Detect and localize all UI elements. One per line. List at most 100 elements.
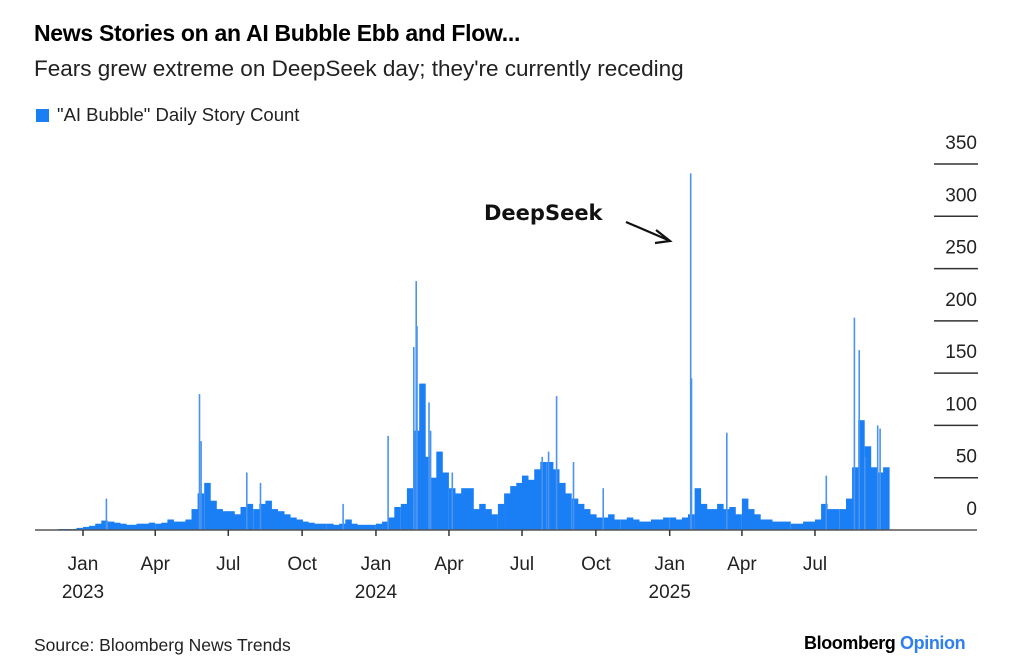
- spike-bar: [342, 503, 344, 530]
- bar: [120, 523, 127, 530]
- bar: [89, 525, 96, 530]
- bar: [375, 523, 383, 530]
- bar: [345, 519, 352, 530]
- bar: [565, 493, 572, 530]
- bar: [614, 519, 621, 530]
- annotation-deepseek: DeepSeek: [484, 201, 604, 225]
- bar: [136, 523, 143, 530]
- bar: [540, 462, 547, 530]
- bar: [419, 383, 426, 530]
- chart-subtitle: Fears grew extreme on DeepSeek day; they…: [34, 56, 684, 81]
- bar: [846, 498, 853, 530]
- bar: [681, 517, 689, 530]
- bar: [639, 521, 646, 530]
- bar: [107, 521, 115, 530]
- bar: [735, 514, 742, 530]
- bar: [351, 523, 358, 530]
- y-tick-label: 300: [945, 185, 977, 206]
- bar: [430, 477, 437, 530]
- bar: [126, 524, 133, 530]
- bar: [754, 514, 761, 530]
- bar: [839, 509, 847, 530]
- bar: [650, 519, 658, 530]
- bar: [222, 511, 229, 530]
- spike-bar: [200, 441, 202, 530]
- bar: [179, 521, 186, 530]
- spike-bar: [825, 475, 828, 530]
- annotation-arrow-icon: [625, 220, 673, 245]
- bar: [491, 514, 498, 530]
- bar: [827, 509, 834, 530]
- bar: [142, 523, 150, 530]
- bar: [388, 517, 395, 530]
- x-tick-year: 2025: [649, 582, 691, 603]
- logo-brand: Bloomberg: [804, 633, 896, 653]
- spike-bar: [198, 394, 201, 530]
- bar: [442, 472, 449, 530]
- bar: [101, 520, 108, 530]
- bar: [467, 488, 474, 530]
- bar: [259, 503, 266, 530]
- spike-bar: [690, 378, 693, 530]
- bar: [633, 519, 640, 530]
- bar: [130, 524, 137, 530]
- spike-bar: [879, 428, 881, 530]
- bar: [394, 507, 401, 530]
- bar: [644, 521, 652, 530]
- bar: [485, 509, 492, 530]
- bar: [497, 503, 505, 530]
- spike-bar: [555, 396, 558, 530]
- spike-bar: [602, 488, 604, 530]
- bar: [185, 519, 192, 530]
- bar: [694, 488, 702, 530]
- bar: [669, 517, 677, 530]
- bar: [406, 488, 414, 530]
- legend-label: "AI Bubble" Daily Story Count: [57, 104, 300, 125]
- spike-bar: [416, 326, 418, 530]
- bar: [784, 521, 791, 530]
- x-tick-label: Apr: [140, 554, 170, 575]
- spike-bar: [864, 456, 866, 530]
- bar: [516, 482, 523, 530]
- bar: [308, 522, 315, 530]
- bar: [772, 521, 779, 530]
- bar: [363, 524, 370, 530]
- spike-bar: [726, 432, 728, 530]
- bar: [590, 514, 597, 530]
- bar: [369, 524, 376, 530]
- bar: [809, 521, 816, 530]
- bar: [473, 509, 480, 530]
- bloomberg-opinion-logo: Bloomberg Opinion: [804, 633, 966, 654]
- spike-bar: [428, 402, 430, 530]
- bar: [284, 514, 291, 530]
- bar: [602, 517, 609, 530]
- bar: [271, 509, 278, 530]
- bar: [700, 503, 708, 530]
- source-note: Source: Bloomberg News Trends: [34, 635, 291, 655]
- bar: [864, 446, 872, 530]
- bar: [815, 519, 822, 530]
- bar: [833, 509, 840, 530]
- bar: [760, 519, 767, 530]
- bar: [821, 503, 828, 530]
- x-tick-label: Jul: [510, 554, 534, 575]
- bar: [584, 509, 591, 530]
- bar: [766, 519, 773, 530]
- bar: [436, 451, 443, 530]
- bar: [167, 519, 174, 530]
- bar: [675, 519, 683, 530]
- bar: [265, 500, 272, 530]
- spike-bar: [387, 435, 389, 530]
- y-tick-label: 0: [966, 499, 977, 520]
- bar: [83, 526, 90, 530]
- bar: [240, 507, 247, 530]
- bar: [253, 509, 260, 530]
- spike-bar: [105, 498, 108, 530]
- y-tick-label: 250: [945, 238, 977, 259]
- bar: [95, 523, 102, 530]
- bar: [870, 467, 878, 530]
- x-tick-label: Oct: [287, 554, 317, 575]
- bar: [883, 467, 890, 530]
- bar: [333, 524, 340, 530]
